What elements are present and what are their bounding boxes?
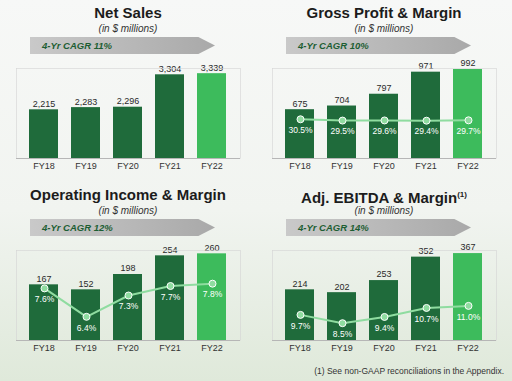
html-text:(in $ millions): (in $ millions): [354, 205, 414, 216]
html-text:4-Yr CAGR 14%: 4-Yr CAGR 14%: [298, 222, 369, 233]
svg-text:29.4%: 29.4%: [414, 126, 439, 136]
svg-text:FY18: FY18: [289, 343, 311, 353]
svg-text:9.7%: 9.7%: [291, 321, 311, 331]
svg-text:FY20: FY20: [373, 343, 395, 353]
svg-text:3,304: 3,304: [158, 63, 182, 74]
svg-text:7.7%: 7.7%: [161, 292, 181, 302]
svg-text:30.5%: 30.5%: [288, 125, 313, 135]
svg-text:FY20: FY20: [117, 343, 139, 353]
svg-text:FY22: FY22: [201, 343, 223, 353]
html-text:Gross Profit & Margin: Gross Profit & Margin: [306, 4, 462, 21]
html-text:(in $ millions): (in $ millions): [98, 23, 158, 34]
html-text:(in $ millions): (in $ millions): [98, 205, 158, 216]
svg-text:FY19: FY19: [75, 343, 97, 353]
svg-text:214: 214: [292, 279, 307, 289]
svg-text:367: 367: [460, 242, 475, 252]
svg-text:971: 971: [418, 61, 433, 71]
svg-text:253: 253: [376, 269, 391, 279]
svg-text:8.5%: 8.5%: [333, 329, 353, 339]
html-text:4-Yr CAGR 10%: 4-Yr CAGR 10%: [298, 40, 369, 51]
svg-text:797: 797: [376, 83, 391, 93]
svg-text:FY19: FY19: [75, 161, 97, 171]
svg-text:FY18: FY18: [33, 343, 55, 353]
svg-text:992: 992: [460, 58, 475, 68]
svg-text:198: 198: [120, 263, 135, 273]
html-text:(1) See non-GAAP reconciliatio: (1) See non-GAAP reconciliations in the …: [314, 366, 504, 376]
svg-text:3,339: 3,339: [201, 63, 224, 73]
svg-text:FY21: FY21: [159, 343, 181, 353]
svg-text:352: 352: [418, 246, 433, 256]
svg-text:2,283: 2,283: [75, 96, 98, 106]
svg-text:254: 254: [162, 245, 177, 255]
svg-text:202: 202: [334, 282, 349, 292]
svg-text:2,215: 2,215: [33, 99, 56, 109]
svg-text:704: 704: [334, 95, 349, 105]
svg-text:FY21: FY21: [415, 343, 437, 353]
svg-text:260: 260: [204, 243, 219, 253]
svg-text:29.7%: 29.7%: [456, 126, 481, 136]
svg-text:29.5%: 29.5%: [330, 126, 355, 136]
html-text:4-Yr CAGR 11%: 4-Yr CAGR 11%: [42, 40, 112, 51]
svg-text:FY22: FY22: [457, 161, 479, 171]
svg-text:FY21: FY21: [415, 161, 437, 171]
html-text:Net Sales: Net Sales: [94, 4, 162, 21]
svg-text:7.6%: 7.6%: [35, 294, 55, 304]
svg-text:9.4%: 9.4%: [375, 323, 395, 333]
html-text:Operating Income & Margin: Operating Income & Margin: [30, 186, 226, 203]
svg-text:167: 167: [36, 274, 51, 284]
svg-text:FY18: FY18: [289, 161, 311, 171]
svg-text:7.3%: 7.3%: [119, 301, 139, 311]
svg-text:11.0%: 11.0%: [457, 312, 481, 322]
svg-text:FY18: FY18: [33, 161, 55, 171]
html-text:(in $ millions): (in $ millions): [354, 23, 414, 34]
svg-text:FY19: FY19: [331, 343, 353, 353]
svg-text:FY22: FY22: [201, 161, 223, 171]
svg-text:10.7%: 10.7%: [414, 314, 439, 324]
svg-text:FY20: FY20: [373, 161, 395, 171]
html-text:Adj. EBITDA & Margin(1): Adj. EBITDA & Margin(1): [301, 189, 467, 206]
svg-text:2,296: 2,296: [117, 96, 140, 106]
svg-text:FY22: FY22: [457, 343, 479, 353]
svg-text:FY20: FY20: [117, 161, 139, 171]
svg-text:29.6%: 29.6%: [372, 126, 397, 136]
svg-text:152: 152: [78, 279, 93, 289]
svg-text:6.4%: 6.4%: [77, 323, 97, 333]
svg-text:FY19: FY19: [331, 161, 353, 171]
svg-text:675: 675: [292, 99, 307, 109]
html-text:4-Yr CAGR 12%: 4-Yr CAGR 12%: [42, 222, 113, 233]
svg-text:FY21: FY21: [159, 161, 181, 171]
svg-text:7.8%: 7.8%: [203, 289, 223, 299]
